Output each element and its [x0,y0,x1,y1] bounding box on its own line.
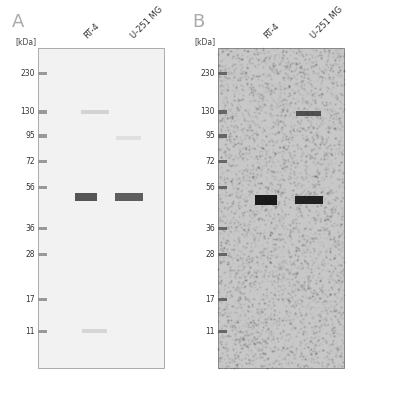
Text: A: A [12,13,24,31]
Bar [38,48,164,368]
Bar [218,330,227,333]
Text: 11: 11 [205,327,215,336]
Bar [218,253,227,256]
Bar [38,298,47,301]
Text: 17: 17 [205,295,215,304]
Bar [38,72,47,75]
Text: 56: 56 [205,183,215,192]
Bar [218,227,227,230]
Text: 56: 56 [25,183,35,192]
Bar [38,186,47,189]
Bar [116,136,141,140]
Bar [296,111,321,116]
Text: RT-4: RT-4 [262,22,281,41]
Bar [218,110,227,114]
Text: RT-4: RT-4 [82,22,101,41]
Bar [218,160,227,163]
Bar [218,72,227,75]
Bar [115,193,142,201]
Bar [82,329,107,334]
Bar [38,110,47,114]
Bar [295,196,322,204]
Text: 72: 72 [25,157,35,166]
Bar [218,186,227,189]
Bar [38,227,47,230]
Text: 36: 36 [205,224,215,233]
Text: U-251 MG: U-251 MG [309,5,344,41]
Bar [81,110,108,114]
Bar [218,134,227,138]
Text: 130: 130 [200,108,215,116]
Text: 95: 95 [205,132,215,140]
Bar [38,134,47,138]
Text: 36: 36 [25,224,35,233]
Bar [254,195,277,205]
Text: [kDa]: [kDa] [195,37,216,46]
Bar [38,160,47,163]
Bar [38,253,47,256]
Text: 230: 230 [200,69,215,78]
Text: 230: 230 [20,69,35,78]
Text: 95: 95 [25,132,35,140]
Bar [74,193,97,201]
Text: 72: 72 [205,157,215,166]
Text: [kDa]: [kDa] [15,37,36,46]
Bar [218,298,227,301]
Text: 11: 11 [25,327,35,336]
Bar [38,330,47,333]
Bar [218,48,344,368]
Text: B: B [192,13,204,31]
Text: 17: 17 [25,295,35,304]
Text: 28: 28 [25,250,35,259]
Text: U-251 MG: U-251 MG [129,5,164,41]
Text: 28: 28 [205,250,215,259]
Text: 130: 130 [20,108,35,116]
